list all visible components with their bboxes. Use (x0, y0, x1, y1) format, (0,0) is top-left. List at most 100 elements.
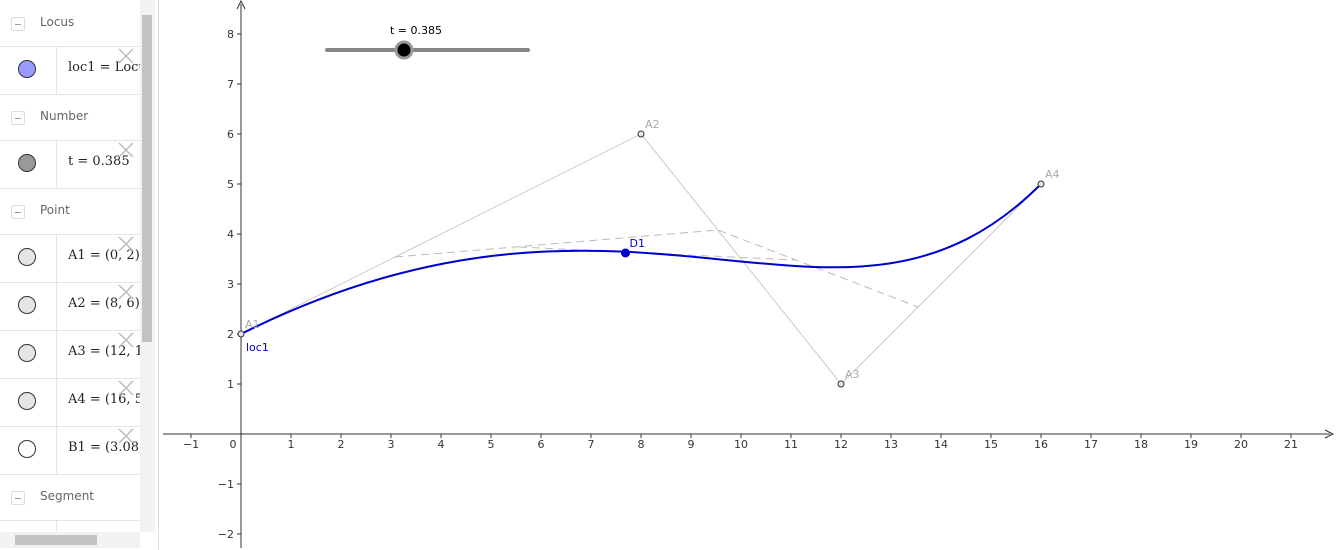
slider-label: t = 0.385 (390, 24, 442, 37)
algebra-item[interactable]: A1 = (0, 2) (0, 234, 140, 283)
y-tick-label: 1 (227, 378, 234, 391)
section-header[interactable]: Locus (0, 0, 140, 47)
visibility-toggle[interactable] (18, 154, 36, 172)
section-header[interactable]: Segment (0, 474, 140, 521)
x-tick-label: 10 (734, 438, 748, 451)
algebra-item[interactable]: A2 = (8, 6) (0, 282, 140, 331)
dashed-level-1 (394, 229, 919, 308)
algebra-view: Locus loc1 = Locu Number t = 0.385 Point A1 =… (0, 0, 159, 550)
visibility-toggle[interactable] (18, 440, 36, 458)
y-tick-label: 5 (227, 178, 234, 191)
x-tick-label: 18 (1134, 438, 1148, 451)
x-tick-label: 9 (688, 438, 695, 451)
x-tick-label: 19 (1184, 438, 1198, 451)
point[interactable] (237, 330, 245, 338)
delete-button[interactable] (118, 428, 134, 444)
locus-curve[interactable] (240, 183, 1042, 335)
item-text: A2 = (8, 6) (68, 296, 140, 311)
y-tick-label: 6 (227, 128, 234, 141)
point-label: A4 (1045, 168, 1060, 181)
slider-knob[interactable] (394, 40, 414, 60)
item-text: t = 0.385 (68, 154, 130, 169)
visibility-toggle[interactable] (18, 392, 36, 410)
points: A1 A2 A3 A4 D1 (237, 118, 1060, 388)
item-text: A4 = (16, 5 (68, 392, 140, 407)
delete-icon[interactable] (118, 284, 134, 300)
x-tick-label: 8 (638, 438, 645, 451)
section-title: Locus (40, 15, 75, 29)
visibility-toggle[interactable] (18, 296, 36, 314)
y-tick-label: 8 (227, 28, 234, 41)
divider (56, 520, 57, 532)
point[interactable] (1037, 180, 1045, 188)
collapse-icon[interactable] (11, 111, 25, 125)
x-tick-label: 0 (230, 438, 237, 451)
point[interactable] (637, 130, 645, 138)
collapse-icon[interactable] (11, 491, 25, 505)
algebra-item[interactable]: A4 = (16, 5 (0, 378, 140, 427)
dashed-level-2 (518, 246, 796, 261)
ticks: −1 0 1 2 3 4 5 6 7 8 9 10 11 12 13 14 15 16 17 18 19 20 218765… (183, 28, 1298, 541)
algebra-item[interactable]: t = 0.385 (0, 140, 140, 189)
delete-button[interactable] (118, 236, 134, 252)
x-tick-label: 3 (388, 438, 395, 451)
divider (56, 378, 57, 426)
collapse-icon[interactable] (11, 17, 25, 31)
divider (56, 140, 57, 188)
algebra-item[interactable] (0, 520, 140, 532)
delete-icon[interactable] (118, 428, 134, 444)
x-tick-label: 13 (884, 438, 898, 451)
delete-icon[interactable] (118, 380, 134, 396)
delete-button[interactable] (118, 284, 134, 300)
section-title: Number (40, 109, 89, 123)
delete-button[interactable] (118, 380, 134, 396)
x-tick-label: 15 (984, 438, 998, 451)
divider (56, 426, 57, 474)
delete-icon[interactable] (118, 332, 134, 348)
point[interactable] (621, 248, 630, 258)
x-tick-label: 4 (438, 438, 445, 451)
algebra-item[interactable]: A3 = (12, 1 (0, 330, 140, 379)
delete-icon[interactable] (118, 142, 134, 158)
point-label: A2 (645, 118, 660, 131)
x-tick-label: 5 (488, 438, 495, 451)
visibility-toggle[interactable] (18, 248, 36, 266)
delete-icon[interactable] (118, 236, 134, 252)
delete-icon[interactable] (118, 48, 134, 64)
point-label: A1 (245, 318, 260, 331)
algebra-item[interactable]: B1 = (3.08, (0, 426, 140, 475)
x-tick-label: 14 (934, 438, 948, 451)
divider (56, 46, 57, 94)
visibility-toggle[interactable] (18, 344, 36, 362)
locus-label: loc1 (246, 341, 269, 354)
section-header[interactable]: Point (0, 188, 140, 235)
control-polygon (240, 133, 1042, 385)
algebra-item[interactable]: loc1 = Locu (0, 46, 140, 95)
delete-button[interactable] (118, 142, 134, 158)
y-tick-label: 2 (227, 328, 234, 341)
item-text: A1 = (0, 2) (68, 248, 140, 263)
point-label: A3 (845, 368, 860, 381)
collapse-icon[interactable] (11, 205, 25, 219)
x-tick-label: 6 (538, 438, 545, 451)
x-tick-label: 2 (338, 438, 345, 451)
y-tick-label: −1 (218, 478, 234, 491)
vertical-scroll-thumb[interactable] (142, 15, 152, 342)
x-tick-label: 21 (1284, 438, 1298, 451)
point[interactable] (837, 380, 845, 388)
horizontal-scroll-thumb[interactable] (15, 535, 97, 545)
x-tick-label: 16 (1034, 438, 1048, 451)
y-tick-label: −2 (218, 528, 234, 541)
x-arrow (1324, 429, 1335, 439)
delete-button[interactable] (118, 48, 134, 64)
x-tick-label: 11 (784, 438, 798, 451)
item-text: B1 = (3.08, (68, 440, 140, 455)
visibility-toggle[interactable] (18, 60, 36, 78)
y-tick-label: 3 (227, 278, 234, 291)
x-tick-label: 7 (588, 438, 595, 451)
section-header[interactable]: Number (0, 94, 140, 141)
delete-button[interactable] (118, 332, 134, 348)
item-text: A3 = (12, 1 (68, 344, 140, 359)
